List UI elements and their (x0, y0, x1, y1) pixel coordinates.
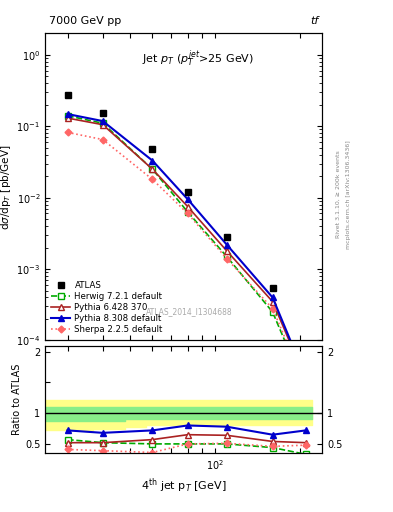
ATLAS (303, 353, 308, 359)
Sherpa 2.2.5 default (185, 210, 190, 217)
Herwig 7.2.1 default (224, 253, 229, 260)
Line: ATLAS: ATLAS (64, 92, 309, 360)
ATLAS (224, 234, 229, 240)
Line: Pythia 6.428 370: Pythia 6.428 370 (65, 115, 309, 383)
Y-axis label: d$\sigma$/dp$_T$ [pb/GeV]: d$\sigma$/dp$_T$ [pb/GeV] (0, 144, 13, 229)
Text: ATLAS_2014_I1304688: ATLAS_2014_I1304688 (146, 307, 233, 316)
Line: Herwig 7.2.1 default: Herwig 7.2.1 default (65, 113, 309, 393)
Pythia 8.308 default (224, 242, 229, 248)
Pythia 6.428 370 (150, 166, 155, 172)
ATLAS (101, 110, 105, 116)
Pythia 8.308 default (303, 375, 308, 381)
Pythia 6.428 370 (101, 122, 105, 128)
Pythia 8.308 default (185, 196, 190, 202)
Pythia 8.308 default (270, 294, 275, 301)
Pythia 6.428 370 (185, 203, 190, 209)
Pythia 8.308 default (150, 158, 155, 164)
ATLAS (270, 285, 275, 291)
Herwig 7.2.1 default (185, 209, 190, 215)
Herwig 7.2.1 default (101, 120, 105, 126)
Pythia 8.308 default (101, 118, 105, 124)
Sherpa 2.2.5 default (303, 385, 308, 391)
Line: Pythia 8.308 default: Pythia 8.308 default (65, 111, 309, 380)
Legend: ATLAS, Herwig 7.2.1 default, Pythia 6.428 370, Pythia 8.308 default, Sherpa 2.2.: ATLAS, Herwig 7.2.1 default, Pythia 6.42… (50, 279, 165, 336)
Pythia 6.428 370 (224, 248, 229, 254)
Y-axis label: Ratio to ATLAS: Ratio to ATLAS (12, 364, 22, 435)
Pythia 8.308 default (65, 111, 70, 117)
Text: Jet $p_T$ ($p_T^{jet}$>25 GeV): Jet $p_T$ ($p_T^{jet}$>25 GeV) (141, 49, 253, 70)
X-axis label: 4$^{\rm th}$ jet p$_T$ [GeV]: 4$^{\rm th}$ jet p$_T$ [GeV] (141, 476, 226, 495)
Text: tf: tf (310, 15, 318, 26)
Pythia 6.428 370 (303, 377, 308, 383)
Pythia 6.428 370 (270, 298, 275, 305)
Sherpa 2.2.5 default (270, 306, 275, 312)
Herwig 7.2.1 default (303, 388, 308, 394)
Herwig 7.2.1 default (270, 309, 275, 315)
Pythia 6.428 370 (65, 115, 70, 121)
Herwig 7.2.1 default (150, 166, 155, 172)
ATLAS (65, 92, 70, 98)
Line: Sherpa 2.2.5 default: Sherpa 2.2.5 default (65, 130, 309, 390)
ATLAS (150, 146, 155, 152)
Text: 7000 GeV pp: 7000 GeV pp (49, 15, 121, 26)
Sherpa 2.2.5 default (101, 137, 105, 143)
ATLAS (185, 189, 190, 195)
Herwig 7.2.1 default (65, 113, 70, 119)
Sherpa 2.2.5 default (224, 255, 229, 262)
Sherpa 2.2.5 default (65, 130, 70, 136)
Text: Rivet 3.1.10, ≥ 200k events: Rivet 3.1.10, ≥ 200k events (336, 151, 341, 239)
Text: mcplots.cern.ch [arXiv:1306.3436]: mcplots.cern.ch [arXiv:1306.3436] (346, 140, 351, 249)
Sherpa 2.2.5 default (150, 176, 155, 182)
